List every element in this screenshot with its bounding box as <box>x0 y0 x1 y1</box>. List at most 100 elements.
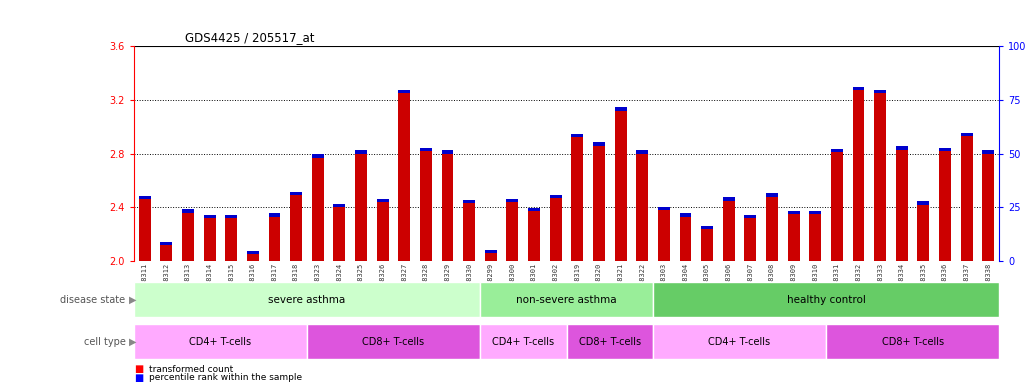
Bar <box>615 111 626 261</box>
Bar <box>788 211 799 214</box>
Bar <box>485 250 496 253</box>
Text: ■: ■ <box>134 373 143 383</box>
Bar <box>334 204 345 207</box>
Bar <box>658 210 670 261</box>
Bar <box>307 324 480 359</box>
Bar <box>593 142 605 146</box>
Text: CD4+ T-cells: CD4+ T-cells <box>190 337 251 347</box>
Bar <box>961 136 972 261</box>
Bar <box>874 90 886 93</box>
Bar <box>161 242 172 245</box>
Bar <box>290 195 302 261</box>
Bar <box>939 147 951 151</box>
Bar <box>637 150 648 154</box>
Bar <box>355 154 367 261</box>
Bar <box>377 199 388 202</box>
Bar <box>420 151 432 261</box>
Text: cell type: cell type <box>83 337 129 347</box>
Bar <box>853 90 864 261</box>
Bar <box>637 154 648 261</box>
Bar <box>182 209 194 213</box>
Bar <box>182 213 194 261</box>
Bar <box>939 151 951 261</box>
Bar <box>334 207 345 261</box>
Text: healthy control: healthy control <box>787 295 865 305</box>
Text: CD8+ T-cells: CD8+ T-cells <box>363 337 424 347</box>
Bar <box>247 255 259 261</box>
Bar <box>550 198 561 261</box>
Bar <box>442 154 453 261</box>
Bar <box>528 208 540 211</box>
Bar <box>550 195 561 198</box>
Bar <box>701 225 713 229</box>
Bar <box>572 137 583 261</box>
Bar <box>134 324 307 359</box>
Bar <box>723 200 734 261</box>
Bar <box>566 324 653 359</box>
Bar <box>723 197 734 200</box>
Bar <box>701 229 713 261</box>
Bar <box>355 150 367 154</box>
Bar <box>658 207 670 210</box>
Bar <box>745 215 756 218</box>
Text: non-severe asthma: non-severe asthma <box>516 295 617 305</box>
Bar <box>810 211 821 214</box>
Bar <box>874 93 886 261</box>
Text: GDS4425 / 205517_at: GDS4425 / 205517_at <box>185 31 315 44</box>
Bar <box>983 150 994 154</box>
Bar <box>810 214 821 261</box>
Bar <box>312 157 323 261</box>
Bar <box>204 218 215 261</box>
Bar <box>961 133 972 136</box>
Bar <box>766 193 778 197</box>
Text: percentile rank within the sample: percentile rank within the sample <box>149 373 303 382</box>
Bar <box>464 204 475 261</box>
Bar <box>312 154 323 157</box>
Text: CD4+ T-cells: CD4+ T-cells <box>492 337 554 347</box>
Bar <box>139 199 150 261</box>
Bar <box>480 324 566 359</box>
Bar <box>680 214 691 217</box>
Bar <box>745 218 756 261</box>
Bar <box>680 217 691 261</box>
Bar <box>139 196 150 199</box>
Bar <box>226 215 237 218</box>
Bar <box>161 245 172 261</box>
Bar <box>399 90 410 93</box>
Bar <box>983 154 994 261</box>
Bar <box>377 202 388 261</box>
Bar <box>226 218 237 261</box>
Text: ■: ■ <box>134 364 143 374</box>
Text: severe asthma: severe asthma <box>269 295 346 305</box>
Bar <box>507 202 518 261</box>
Bar <box>653 324 826 359</box>
Bar <box>480 282 653 317</box>
Bar <box>269 217 280 261</box>
Bar <box>485 253 496 261</box>
Bar <box>442 150 453 154</box>
Bar <box>507 199 518 202</box>
Bar <box>831 149 843 152</box>
Text: disease state: disease state <box>61 295 129 305</box>
Text: CD8+ T-cells: CD8+ T-cells <box>579 337 641 347</box>
Bar <box>528 211 540 261</box>
Bar <box>918 205 929 261</box>
Bar <box>788 214 799 261</box>
Bar <box>853 87 864 90</box>
Bar <box>615 107 626 111</box>
Bar <box>826 324 999 359</box>
Bar <box>653 282 999 317</box>
Text: CD8+ T-cells: CD8+ T-cells <box>882 337 943 347</box>
Bar <box>247 251 259 255</box>
Bar <box>204 215 215 218</box>
Bar <box>290 192 302 195</box>
Bar <box>831 152 843 261</box>
Bar <box>896 146 907 149</box>
Bar <box>134 282 480 317</box>
Text: ▶: ▶ <box>129 295 136 305</box>
Bar <box>572 134 583 137</box>
Bar <box>896 149 907 261</box>
Bar <box>766 197 778 261</box>
Text: CD4+ T-cells: CD4+ T-cells <box>709 337 770 347</box>
Bar <box>269 214 280 217</box>
